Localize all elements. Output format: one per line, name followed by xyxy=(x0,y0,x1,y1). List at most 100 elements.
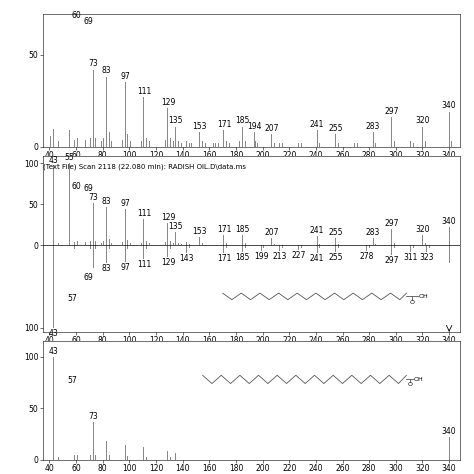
Bar xyxy=(144,97,145,147)
Bar xyxy=(125,82,126,147)
Bar xyxy=(85,139,86,147)
Bar xyxy=(338,244,339,246)
Bar xyxy=(74,242,75,246)
Text: 43: 43 xyxy=(48,155,58,164)
Bar xyxy=(85,242,86,246)
Bar xyxy=(319,244,320,246)
Bar xyxy=(88,27,89,147)
Bar xyxy=(191,143,192,147)
Text: 55: 55 xyxy=(64,153,74,162)
Text: 135: 135 xyxy=(169,116,183,125)
Bar xyxy=(58,456,59,460)
Bar xyxy=(90,455,91,460)
Text: OH: OH xyxy=(419,294,428,299)
Text: 83: 83 xyxy=(102,264,111,273)
Text: 278: 278 xyxy=(359,252,374,261)
Bar xyxy=(101,243,102,246)
Bar xyxy=(413,143,414,147)
Text: 153: 153 xyxy=(192,228,207,236)
Bar xyxy=(75,22,76,147)
Bar xyxy=(373,238,374,246)
Bar xyxy=(173,141,174,147)
Text: 57: 57 xyxy=(67,294,77,303)
Text: O: O xyxy=(410,301,415,305)
Bar xyxy=(338,143,339,147)
Bar xyxy=(254,132,255,147)
Bar xyxy=(242,127,243,147)
Text: 97: 97 xyxy=(120,263,130,272)
Bar xyxy=(181,244,182,246)
Bar xyxy=(74,246,75,249)
Text: 171: 171 xyxy=(217,254,231,263)
Bar xyxy=(111,243,112,246)
Bar xyxy=(317,246,318,253)
Text: 43: 43 xyxy=(48,346,58,356)
Text: 129: 129 xyxy=(161,213,175,222)
Text: 283: 283 xyxy=(366,228,380,237)
Bar xyxy=(229,143,230,147)
Bar xyxy=(239,141,240,147)
Text: 340: 340 xyxy=(442,101,456,110)
Bar xyxy=(189,143,190,147)
Bar xyxy=(186,141,187,147)
Bar xyxy=(72,385,73,460)
Text: 69: 69 xyxy=(83,273,93,282)
Bar xyxy=(109,455,110,460)
Bar xyxy=(375,244,376,246)
Bar xyxy=(317,130,318,147)
Text: 111: 111 xyxy=(137,260,151,269)
Text: 320: 320 xyxy=(415,225,430,234)
Bar xyxy=(101,141,102,147)
Bar xyxy=(165,242,166,246)
Bar xyxy=(72,130,73,147)
Bar xyxy=(95,455,96,460)
Bar xyxy=(223,130,224,147)
Bar xyxy=(245,246,246,248)
Bar xyxy=(170,246,171,249)
Bar xyxy=(202,243,203,246)
Text: 83: 83 xyxy=(102,197,111,206)
Text: 227: 227 xyxy=(292,251,306,260)
Bar xyxy=(53,165,54,246)
Bar xyxy=(125,209,126,246)
Bar xyxy=(226,243,227,246)
Text: 69: 69 xyxy=(83,17,93,26)
Bar xyxy=(74,139,75,147)
Text: 69: 69 xyxy=(83,184,93,193)
Bar xyxy=(77,138,78,147)
Bar xyxy=(90,246,91,249)
Bar xyxy=(178,243,179,246)
Text: 297: 297 xyxy=(384,219,399,228)
Bar xyxy=(175,453,176,460)
Text: 73: 73 xyxy=(89,59,98,68)
Bar xyxy=(167,450,168,460)
Bar xyxy=(394,243,395,246)
Bar xyxy=(336,246,337,252)
Bar xyxy=(186,246,187,253)
Bar xyxy=(189,244,190,246)
Bar xyxy=(373,132,374,147)
Bar xyxy=(58,243,59,246)
Text: 129: 129 xyxy=(161,258,175,267)
Bar xyxy=(144,219,145,246)
Bar xyxy=(338,246,339,248)
Bar xyxy=(75,192,76,246)
Bar xyxy=(77,241,78,246)
Text: 97: 97 xyxy=(120,72,130,81)
Bar xyxy=(200,237,201,246)
Bar xyxy=(413,246,414,248)
Bar xyxy=(170,138,171,147)
Bar xyxy=(75,422,76,460)
Bar xyxy=(53,246,54,328)
Bar xyxy=(173,243,174,246)
Bar xyxy=(93,202,94,246)
Bar xyxy=(90,138,91,147)
Bar xyxy=(55,455,56,460)
Bar xyxy=(226,141,227,147)
Bar xyxy=(245,141,246,147)
Bar xyxy=(425,243,426,246)
Bar xyxy=(74,455,75,460)
Bar xyxy=(425,141,426,147)
Bar xyxy=(410,141,411,147)
Bar xyxy=(218,143,219,147)
